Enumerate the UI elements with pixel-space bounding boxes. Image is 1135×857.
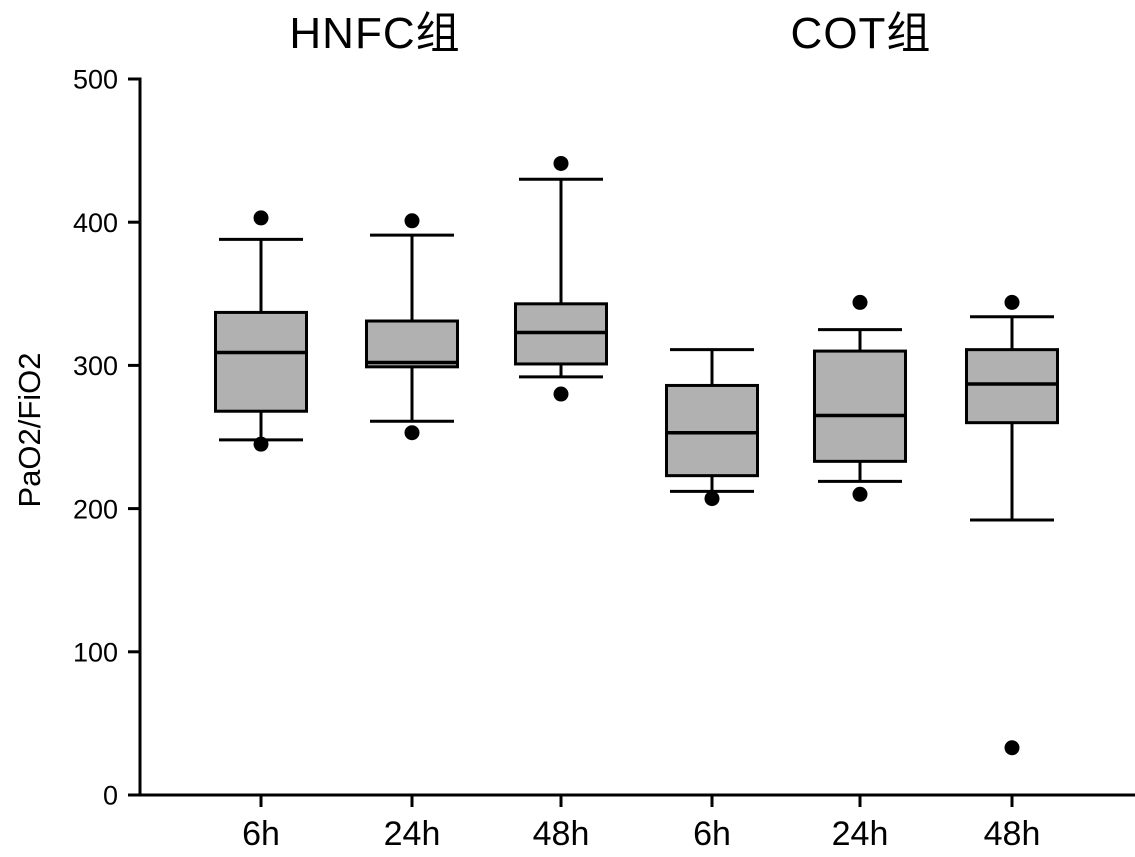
outlier-dot — [404, 213, 420, 229]
x-tick-label: 24h — [832, 815, 889, 853]
box-plot-HNFC组-24h: 24h — [365, 213, 459, 853]
group-title-hnfc: HNFC组 — [289, 9, 461, 58]
iqr-box — [214, 310, 308, 413]
outlier-dot — [1004, 740, 1020, 756]
y-tick-label: 200 — [73, 494, 118, 524]
x-tick-label: 48h — [533, 815, 590, 853]
outlier-dot — [852, 486, 868, 502]
y-tick-label: 100 — [73, 638, 118, 668]
outlier-dot — [553, 386, 569, 402]
x-tick-label: 24h — [384, 815, 441, 853]
outlier-dot — [404, 425, 420, 441]
box-plot-COT组-6h: 6h — [665, 348, 759, 853]
box-plot-HNFC组-6h: 6h — [214, 210, 308, 853]
y-tick-label: 300 — [73, 351, 118, 381]
outlier-dot — [852, 294, 868, 310]
y-tick-label: 500 — [73, 65, 118, 95]
iqr-box — [965, 348, 1059, 425]
outlier-dot — [253, 436, 269, 452]
outlier-dot — [553, 155, 569, 171]
box-plot-COT组-24h: 24h — [813, 294, 907, 853]
box-plot-COT组-48h: 48h — [965, 294, 1059, 853]
y-tick-label: 0 — [103, 781, 118, 811]
y-tick-label: 400 — [73, 208, 118, 238]
box-plot-HNFC组-48h: 48h — [514, 155, 608, 853]
iqr-box — [365, 319, 459, 369]
outlier-dot — [253, 210, 269, 226]
x-tick-label: 48h — [984, 815, 1041, 853]
outlier-dot — [704, 491, 720, 507]
x-tick-label: 6h — [242, 815, 280, 853]
x-tick-label: 6h — [693, 815, 731, 853]
iqr-box — [665, 383, 759, 478]
iqr-box — [813, 349, 907, 463]
outlier-dot — [1004, 294, 1020, 310]
group-title-cot: COT组 — [790, 9, 932, 58]
